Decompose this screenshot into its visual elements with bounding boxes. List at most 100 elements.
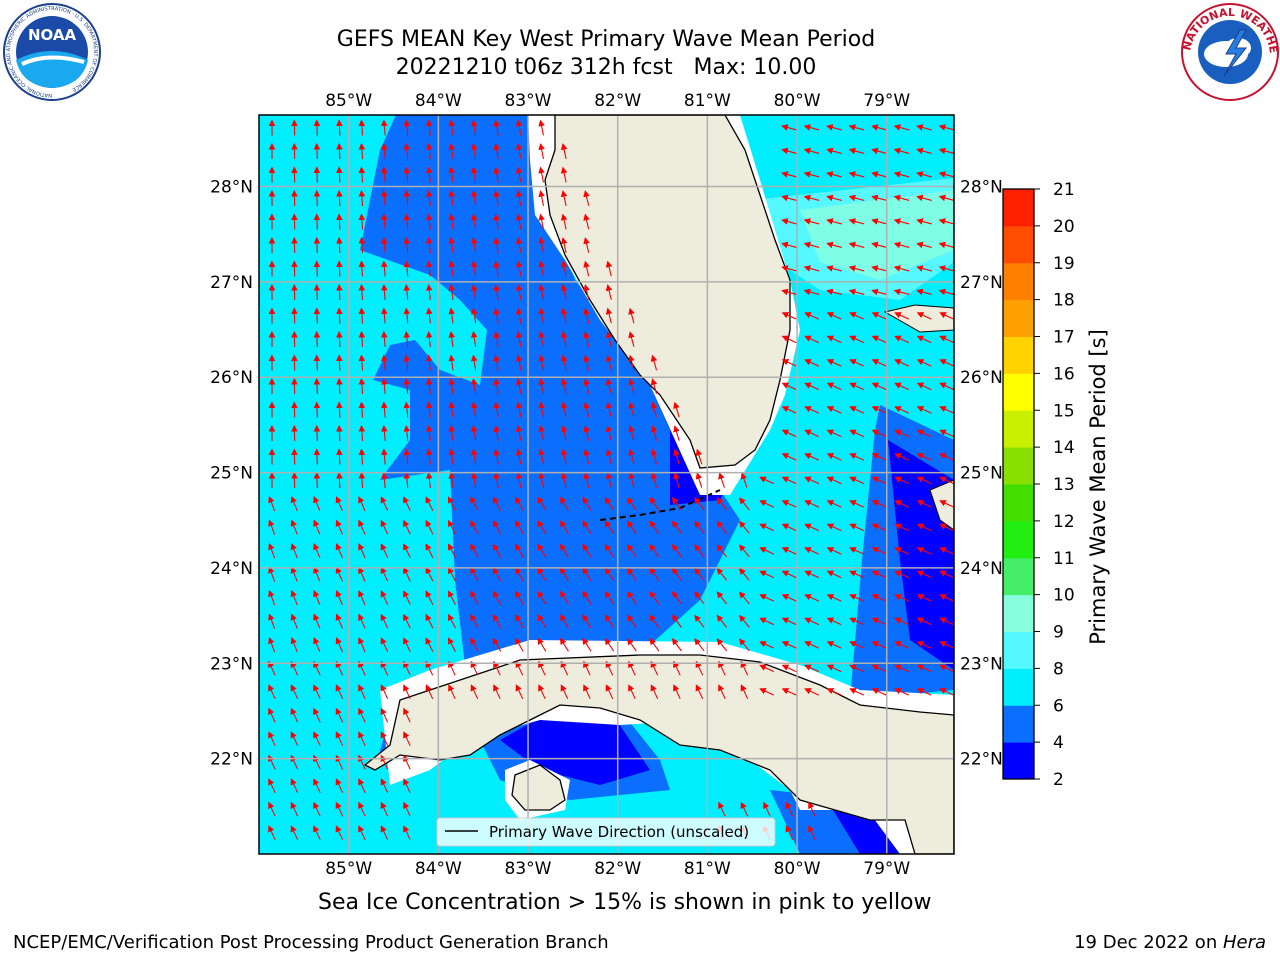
wave-arrow (781, 523, 797, 532)
wave-arrow (604, 567, 615, 582)
wave-arrow (605, 284, 613, 300)
wave-arrow (335, 496, 343, 512)
wave-arrow (894, 312, 910, 320)
wave-arrow (335, 778, 344, 794)
wave-arrow (515, 143, 523, 159)
wave-arrow (380, 801, 389, 817)
wave-arrow (425, 354, 433, 371)
lon-tick-label: 80°W (774, 859, 821, 879)
wave-arrow (604, 543, 615, 558)
lat-tick-label: 23°N (960, 654, 1003, 674)
wave-arrow (470, 119, 478, 136)
wave-arrow (804, 688, 820, 696)
wave-arrow (403, 330, 411, 348)
wave-arrow (894, 547, 910, 555)
wave-arrow (538, 448, 545, 465)
wave-arrow (695, 684, 704, 700)
wave-arrow (781, 265, 797, 272)
wave-arrow (939, 570, 954, 579)
wave-arrow (560, 237, 568, 253)
lat-tick-label: 28°N (210, 178, 253, 198)
wave-arrow (716, 497, 728, 511)
wave-arrow (470, 543, 479, 558)
wave-arrow (916, 312, 932, 320)
wave-arrow (381, 354, 388, 371)
wave-arrow (559, 567, 569, 582)
wave-arrow (515, 472, 523, 488)
wave-arrow (335, 543, 343, 559)
wave-arrow (916, 476, 932, 485)
wave-arrow (583, 284, 590, 300)
wave-arrow (804, 359, 820, 367)
wave-arrow (893, 288, 910, 296)
wave-arrow (313, 119, 321, 136)
wave-arrow (559, 543, 569, 558)
wave-arrow (848, 171, 865, 178)
wave-arrow (804, 335, 820, 344)
wave-arrow (537, 520, 547, 535)
wave-arrow (268, 707, 276, 723)
wave-arrow (538, 354, 545, 371)
wave-arrow (448, 684, 456, 700)
wave-arrow (627, 637, 637, 652)
wave-arrow (560, 284, 568, 300)
wave-arrow (313, 637, 321, 653)
wave-arrow (871, 406, 887, 414)
wave-arrow (538, 237, 545, 253)
wave-arrow (803, 147, 820, 155)
wave-arrow (871, 500, 887, 508)
wave-arrow (515, 448, 523, 465)
wave-arrow (403, 377, 411, 395)
wave-arrow (739, 497, 750, 511)
wave-arrow (493, 448, 500, 465)
wave-arrow (268, 613, 276, 629)
wave-arrow (759, 641, 775, 649)
lat-tick-label: 23°N (210, 654, 253, 674)
wave-arrow (313, 448, 321, 465)
wave-arrow (425, 519, 434, 535)
wave-arrow (871, 359, 887, 367)
wave-arrow (313, 189, 321, 207)
wave-arrow (939, 335, 954, 344)
wave-arrow (650, 425, 658, 441)
wave-arrow (694, 520, 705, 534)
colorbar-swatch (1003, 189, 1034, 227)
wave-arrow (403, 637, 411, 652)
wave-arrow (894, 570, 910, 579)
wave-arrow (938, 265, 954, 272)
wave-arrow (470, 401, 478, 418)
wave-arrow (604, 520, 615, 535)
wave-arrow (938, 218, 954, 225)
wave-arrow (849, 429, 865, 438)
wave-arrow (403, 307, 411, 324)
wave-arrow (939, 406, 954, 414)
wave-arrow (560, 166, 568, 183)
wave-arrow (649, 520, 660, 534)
map-frame (258, 114, 955, 855)
wave-arrow (849, 570, 865, 579)
wave-arrow (403, 566, 411, 582)
wave-arrow (694, 591, 705, 605)
wave-arrow (871, 570, 887, 579)
wave-arrow (403, 684, 411, 700)
wave-arrow (671, 638, 682, 652)
colorbar: 2 4 6 8 9 10 11 12 13 14 15 16 17 18 19 20 21 (1002, 180, 1075, 790)
wave-arrow (425, 448, 433, 465)
wave-arrow (425, 590, 434, 605)
wave-arrow (448, 471, 456, 489)
wave-arrow (916, 664, 932, 673)
wave-arrow (871, 382, 887, 391)
wave-arrow (358, 731, 366, 747)
wave-arrow (694, 638, 705, 652)
wave-arrow (492, 543, 502, 558)
wave-arrow (759, 500, 775, 508)
lon-labels-top: 85°W 84°W 83°W 82°W 81°W 80°W 79°W (325, 91, 910, 111)
wave-arrow (716, 544, 728, 558)
wave-arrow (493, 237, 500, 253)
colorbar-tick-label: 20 (1053, 217, 1075, 237)
wave-arrow (358, 330, 366, 348)
wave-arrow (939, 641, 954, 649)
wave-arrow (826, 523, 842, 532)
colorbar-swatch (1003, 262, 1034, 301)
grand-bahama-land (883, 304, 954, 333)
